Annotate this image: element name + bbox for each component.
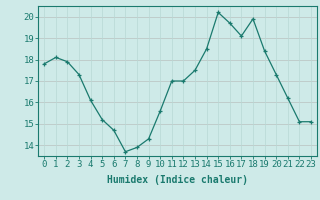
X-axis label: Humidex (Indice chaleur): Humidex (Indice chaleur): [107, 175, 248, 185]
